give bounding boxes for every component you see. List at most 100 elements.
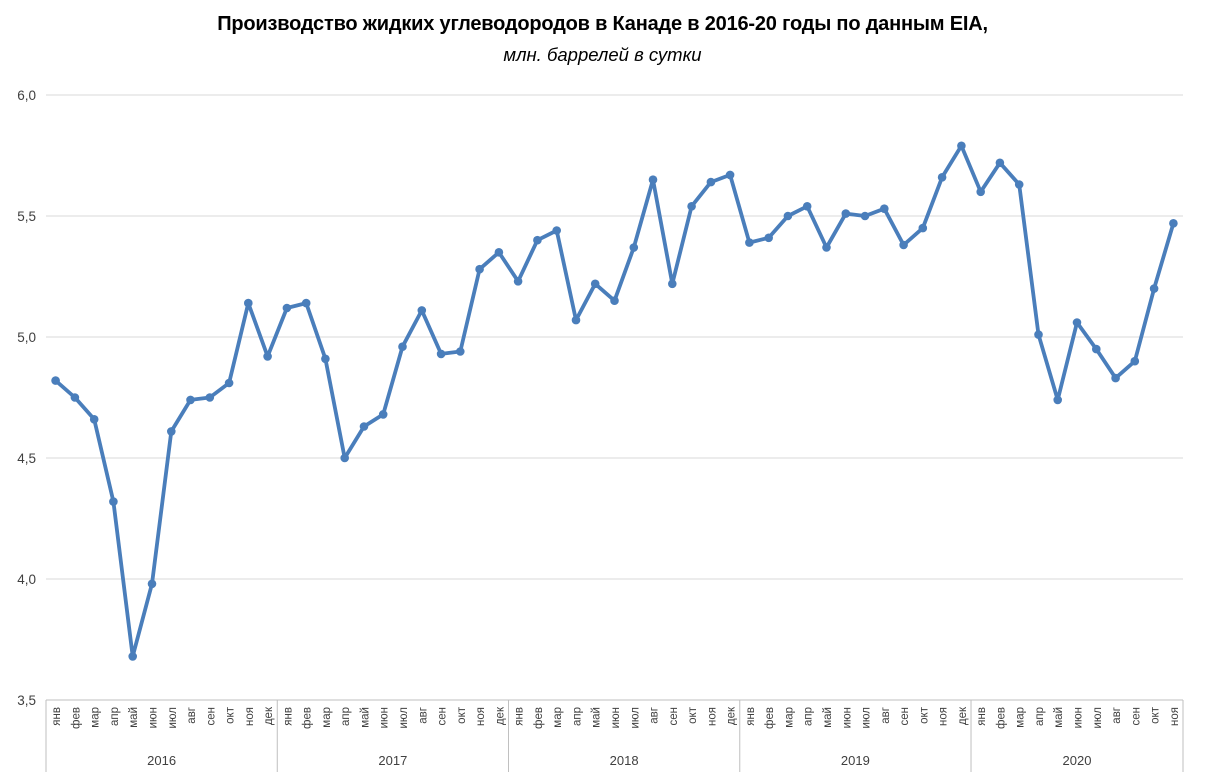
data-point [224, 378, 234, 388]
x-axis-month-label: сен [205, 707, 217, 726]
data-point [725, 170, 735, 180]
x-axis-year-label: 2019 [841, 753, 870, 768]
x-axis-month-label: мар [90, 707, 102, 728]
x-axis-month-label: фев [70, 707, 82, 729]
x-axis-year-label: 2018 [610, 753, 639, 768]
data-point [128, 652, 137, 661]
x-axis-month-label: дек [726, 706, 738, 725]
data-point [1111, 373, 1120, 383]
y-axis-tick-label: 6,0 [17, 88, 36, 103]
y-axis-tick-label: 3,5 [17, 693, 36, 708]
x-axis-month-label: авг [1111, 707, 1123, 724]
y-axis-tick-label: 4,5 [17, 451, 36, 466]
data-point [1169, 219, 1178, 228]
data-point [822, 243, 831, 252]
data-point [167, 427, 176, 436]
data-point [687, 202, 696, 211]
chart-subtitle: млн. баррелей в сутки [503, 44, 702, 65]
data-point [764, 233, 773, 243]
data-point [783, 211, 793, 221]
data-point [147, 579, 157, 589]
x-axis-month-label: авг [880, 707, 892, 724]
data-point [899, 240, 908, 250]
data-point [263, 352, 272, 361]
data-line [53, 143, 1176, 659]
data-point [629, 243, 639, 252]
data-point [976, 187, 985, 197]
data-point [571, 315, 581, 325]
data-point [340, 453, 350, 463]
x-axis-month-label: ноя [475, 707, 487, 726]
x-axis-month-label: окт [1150, 706, 1162, 724]
x-axis-month-label: апр [571, 707, 583, 726]
data-point [70, 393, 80, 402]
x-axis-month-label: ноя [1169, 707, 1181, 726]
y-axis-tick-label: 4,0 [17, 572, 36, 587]
data-point [456, 347, 465, 356]
data-point [957, 141, 966, 151]
x-axis-month-label: июл [1092, 707, 1104, 729]
x-axis-month-label: июл [629, 707, 641, 729]
x-axis-month-label: окт [225, 706, 237, 724]
x-axis-month-label: май [1053, 707, 1065, 728]
data-point [186, 395, 195, 405]
data-point [1053, 395, 1062, 405]
x-axis-month-label: окт [918, 706, 930, 724]
x-axis-month-label: ноя [938, 707, 950, 726]
x-axis-year-label: 2017 [378, 753, 407, 768]
x-axis-month-label: мар [1015, 707, 1027, 728]
data-point [51, 376, 60, 385]
x-axis-month-label: июн [379, 707, 391, 728]
data-point [1092, 344, 1101, 354]
x-axis-month-label: мар [321, 707, 333, 728]
data-point [475, 264, 484, 274]
x-axis-month-label: ноя [244, 707, 256, 726]
data-point [706, 177, 716, 187]
x-axis-month-label: июн [610, 707, 622, 728]
data-point [205, 393, 215, 402]
data-point [590, 279, 600, 289]
x-axis-month-label: мар [783, 707, 795, 728]
x-axis-month-label: сен [1130, 707, 1142, 726]
data-point [282, 303, 292, 313]
x-axis-month-label: июл [167, 707, 179, 729]
x-axis-month-label: сен [899, 707, 911, 726]
data-point [802, 202, 812, 211]
data-point [89, 415, 99, 424]
data-point [1149, 284, 1159, 293]
x-axis-month-label: авг [417, 707, 429, 724]
data-point [668, 279, 677, 289]
data-point [918, 223, 928, 233]
data-point [1014, 180, 1024, 189]
x-axis-month-label: авг [186, 707, 198, 724]
x-axis-month-label: дек [957, 706, 969, 725]
x-axis-month-label: янв [514, 707, 526, 726]
data-point [1130, 356, 1140, 366]
chart-title: Производство жидких углеводородов в Кана… [217, 13, 988, 35]
x-axis-month-label: июн [1073, 707, 1085, 728]
x-axis-month-label: фев [995, 707, 1007, 729]
x-axis-month-label: окт [456, 706, 468, 724]
x-axis-month-label: сен [437, 707, 449, 726]
data-point [321, 354, 330, 364]
x-axis-month-label: авг [649, 707, 661, 724]
data-point [648, 175, 658, 184]
data-point [378, 410, 388, 419]
x-axis-year-label: 2020 [1063, 753, 1092, 768]
x-axis-month-label: дек [494, 706, 506, 725]
x-axis-month-label: окт [687, 706, 699, 724]
data-point [1034, 330, 1043, 339]
x-axis-month-label: апр [340, 707, 352, 726]
data-point [860, 211, 870, 221]
x-axis-month-label: фев [764, 707, 776, 729]
data-point [244, 298, 253, 308]
x-axis-month-label: июн [841, 707, 853, 728]
x-axis-month-label: май [128, 707, 140, 728]
data-point [995, 158, 1005, 168]
data-point [301, 298, 311, 308]
x-axis-month-label: апр [803, 707, 815, 726]
x-axis-month-label: май [359, 707, 371, 728]
data-point [109, 497, 118, 506]
